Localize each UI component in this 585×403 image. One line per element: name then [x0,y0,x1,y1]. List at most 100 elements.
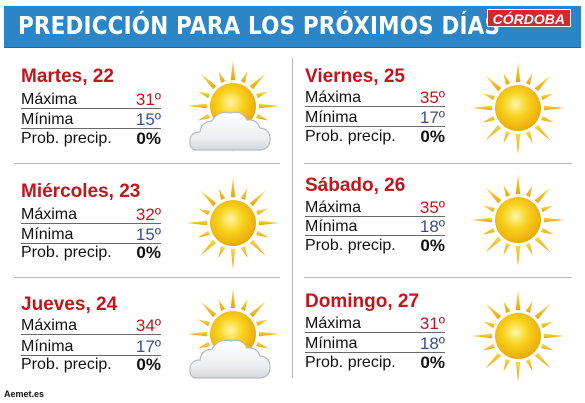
day-card-martes: Martes, 22 Máxima 31º Mínima 15º Prob. pre… [21,66,291,166]
sun-ray [541,227,554,235]
sun-ray [472,217,493,223]
sun-ray [256,91,269,99]
prob-row: Prob. precip. 0% [305,236,445,255]
sun-ray [525,359,533,372]
sun-ray [485,303,502,320]
sun-ray [218,246,226,259]
sun-ray [541,115,554,123]
day-title: Sábado, 26 [305,175,406,196]
day-card-jueves: Jueves, 24 Máxima 34º Mínima 17º Prob. pre… [21,294,291,394]
sun-ray [543,217,564,223]
sun-ray [515,245,521,266]
sun-ray [187,103,208,109]
sun-ray [482,205,495,213]
sun-ray [485,124,502,141]
day-title: Miércoles, 23 [21,181,141,202]
sun-ray [515,290,521,311]
day-title: Jueves, 24 [21,294,118,315]
max-row: Máxima 35º [305,88,445,107]
prob-label: Prob. precip. [305,128,396,145]
sun-ray [515,174,521,195]
max-label: Máxima [21,317,78,334]
max-row: Máxima 32º [21,205,161,224]
max-label: Máxima [21,91,78,108]
row-divider [304,277,572,278]
prob-value: 0% [420,236,445,255]
prob-row: Prob. precip. 0% [21,129,161,148]
sun-ray [541,205,554,213]
max-row: Máxima 35º [305,198,445,217]
min-label: Mínima [305,218,358,235]
prob-value: 0% [136,243,161,262]
day-title: Martes, 22 [21,66,114,87]
day-title: Viernes, 25 [305,66,406,87]
sun-ray [515,361,521,382]
sun-ray [197,208,210,216]
min-value: 17º [135,337,161,356]
prob-label: Prob. precip. [305,237,396,254]
max-row: Máxima 31º [305,314,445,333]
row-divider [304,163,572,164]
max-label: Máxima [21,206,78,223]
sun-ray [218,187,226,200]
sun-ray [534,236,551,253]
min-value: 18º [419,334,445,353]
sun-ray [515,133,521,154]
sun-ray [503,72,511,85]
sun-ray [543,333,564,339]
max-value: 32º [135,205,161,224]
min-label: Mínima [305,335,358,352]
sun-ray [534,352,551,369]
sun-ray [503,300,511,313]
sun-icon [187,177,279,269]
page-title: PREDICCIÓN PARA LOS PRÓXIMOS DÍAS [18,11,501,40]
sun-icon [472,174,564,266]
sun-ray [200,239,217,256]
sun-ray [258,220,279,226]
sun-ray [230,248,236,269]
sun-ray [503,359,511,372]
prob-label: Prob. precip. [305,354,396,371]
sun-ray [534,303,551,320]
prob-row: Prob. precip. 0% [21,355,161,374]
sun-ray [534,124,551,141]
sun-icon [472,290,564,382]
cloud-shape [189,111,271,151]
sun-ray [525,184,533,197]
sun-ray [240,187,248,200]
sun-ray [197,91,210,99]
sun-icon [472,62,564,154]
sun-ray [200,73,217,90]
sun-ray [230,288,236,309]
sun-ray [485,352,502,369]
sun-ray [218,70,226,83]
max-value: 34º [135,316,161,335]
prob-label: Prob. precip. [21,356,112,373]
column-divider [292,58,293,378]
sun-ray [197,341,210,349]
day-card-viernes: Viernes, 25 Máxima 35º Mínima 17º Prob. pr… [305,66,575,166]
header-bar: PREDICCIÓN PARA LOS PRÓXIMOS DÍAS CÓRDOB… [4,6,581,48]
min-row: Mínima 15º [21,110,161,129]
sun-ray [256,113,269,121]
min-label: Mínima [21,226,74,243]
min-label: Mínima [21,338,74,355]
sun-ray [541,343,554,351]
prob-value: 0% [136,129,161,148]
min-value: 15º [135,225,161,244]
prob-row: Prob. precip. 0% [21,243,161,262]
sun-ray [534,187,551,204]
sun-ray [485,75,502,92]
sun-ray [472,333,493,339]
sun-ray [230,60,236,81]
max-row: Máxima 34º [21,316,161,335]
sun-ray [256,319,269,327]
sun-ray [197,113,210,121]
min-row: Mínima 18º [305,334,445,353]
min-value: 18º [419,217,445,236]
sun-ray [485,187,502,204]
min-value: 17º [419,108,445,127]
sun-ray [197,230,210,238]
prob-row: Prob. precip. 0% [305,353,445,372]
sun-ray [472,105,493,111]
